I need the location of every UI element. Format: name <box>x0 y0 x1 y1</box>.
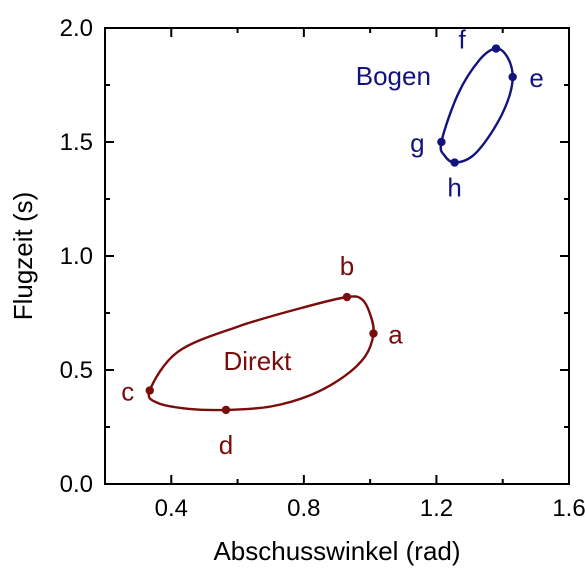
x-tick-label: 0.4 <box>155 495 188 522</box>
series-bogen-line <box>439 47 514 164</box>
point-label-c: c <box>121 377 134 407</box>
point-label-b: b <box>340 251 354 281</box>
series-direkt-name: Direkt <box>224 346 293 376</box>
point-a <box>369 329 378 338</box>
point-label-e: e <box>529 63 543 93</box>
series-bogen-name: Bogen <box>356 61 431 91</box>
point-g <box>437 137 446 147</box>
y-tick-label: 1.5 <box>60 129 93 156</box>
y-axis-title: Flugzeit (s) <box>8 192 38 321</box>
point-label-d: d <box>219 430 233 460</box>
point-b <box>342 292 352 302</box>
point-h <box>450 158 459 167</box>
x-tick-label: 1.2 <box>420 495 453 522</box>
point-f <box>491 44 501 53</box>
x-tick-label: 0.8 <box>287 495 320 522</box>
point-c <box>145 386 154 395</box>
axis-ticks: 0.4 0.8 1.2 1.6 0.0 0.5 1.0 1.5 2.0 <box>60 15 585 522</box>
y-tick-label: 2.0 <box>60 15 93 42</box>
point-e <box>508 72 517 82</box>
y-tick-label: 0.0 <box>60 471 93 498</box>
point-d <box>221 405 231 415</box>
series-direkt-line <box>147 295 375 412</box>
y-tick-label: 0.5 <box>60 357 93 384</box>
y-tick-label: 1.0 <box>60 243 93 270</box>
x-axis-title: Abschusswinkel (rad) <box>213 536 460 566</box>
curves: a b c d Direkt e f gh Bogen <box>121 25 544 460</box>
point-label-f: f <box>458 25 466 55</box>
point-label-g: g <box>410 128 424 158</box>
x-tick-label: 1.6 <box>552 495 585 522</box>
point-label-h: h <box>447 173 461 203</box>
point-label-a: a <box>388 320 403 350</box>
plot-frame <box>104 27 570 485</box>
